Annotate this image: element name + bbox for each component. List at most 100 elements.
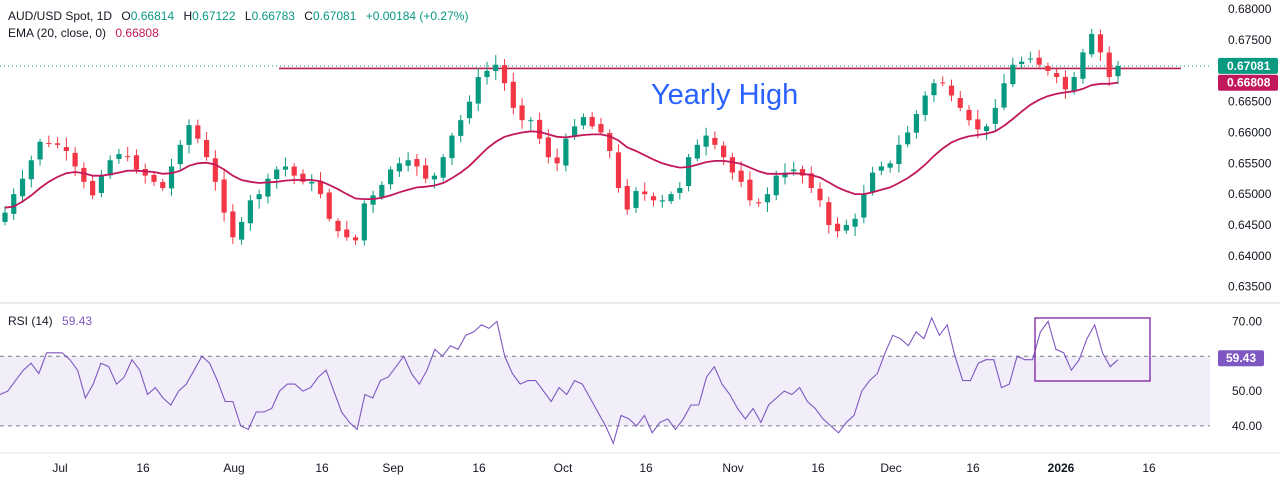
candle-body <box>1001 83 1007 108</box>
candle-body <box>703 135 709 147</box>
price-badge-label: 0.66808 <box>1227 76 1271 90</box>
candle-body <box>107 160 113 176</box>
candle-body <box>896 144 902 165</box>
candle-body <box>589 116 595 127</box>
candle-body <box>773 175 779 196</box>
candle-body <box>212 158 218 182</box>
candle-body <box>1097 34 1104 53</box>
candle-body <box>203 139 210 158</box>
candle-body <box>133 155 140 170</box>
candle-body <box>905 132 911 145</box>
candle-body <box>405 160 411 166</box>
price-tick-label: 0.65500 <box>1228 156 1272 170</box>
candle-body <box>274 169 280 180</box>
price-tick-label: 0.66500 <box>1228 95 1272 109</box>
rsi-label: RSI (14) <box>8 314 53 328</box>
candle-body <box>615 152 622 188</box>
candle-body <box>90 180 96 196</box>
rsi-pane: 70.00 50.00 40.00 59.43 <box>0 314 1264 445</box>
time-tick-label: 16 <box>1142 461 1156 475</box>
candle-body <box>922 95 928 115</box>
candle-body <box>186 125 192 145</box>
candle-body <box>388 169 394 185</box>
candle-body <box>466 101 473 119</box>
candle-body <box>931 83 937 96</box>
candle-body <box>63 147 69 151</box>
candle-body <box>28 160 34 180</box>
candle-body <box>642 191 648 195</box>
candle-body <box>309 181 315 184</box>
candle-body <box>177 144 183 165</box>
ema-value: 0.66808 <box>115 26 159 40</box>
rsi-legend: RSI (14) 59.43 <box>8 314 98 328</box>
candle-body <box>817 188 823 201</box>
high-value: H0.67122 <box>183 9 236 23</box>
candle-body <box>1036 57 1042 65</box>
candle-body <box>352 237 359 241</box>
time-tick-label: Sep <box>382 461 404 475</box>
candle-body <box>475 77 481 104</box>
candle-body <box>554 157 560 164</box>
candle-body <box>168 166 175 189</box>
close-value: C0.67081 <box>304 9 357 23</box>
candle-body <box>852 218 858 227</box>
candle-body <box>1080 52 1086 79</box>
price-tick-label: 0.68000 <box>1228 2 1272 16</box>
candle-body <box>1106 52 1112 78</box>
candle-body <box>1010 64 1016 85</box>
candle-body <box>519 105 525 121</box>
candle-body <box>677 187 683 193</box>
candle-body <box>282 166 289 170</box>
candle-body <box>668 194 674 202</box>
candle-body <box>510 81 516 108</box>
candle-body <box>151 174 157 182</box>
price-tick-label: 0.66000 <box>1228 126 1272 140</box>
candle-body <box>1054 73 1060 78</box>
candle-body <box>46 143 52 145</box>
candle-body <box>19 178 26 197</box>
candle-body <box>230 211 236 238</box>
candle-body <box>239 221 245 240</box>
rsi-badge <box>1218 350 1264 367</box>
candle-body <box>808 173 814 188</box>
candle-body <box>843 224 849 231</box>
candle-body <box>940 82 946 84</box>
ema-label: EMA (20, close, 0) <box>8 26 107 40</box>
candle-body <box>1018 61 1025 65</box>
price-badge-label: 0.67081 <box>1227 59 1271 73</box>
time-tick-label: 2026 <box>1048 461 1075 475</box>
candle-body <box>721 145 727 158</box>
time-tick-label: 16 <box>315 461 329 475</box>
candle-body <box>160 182 166 188</box>
ema-line <box>4 81 1119 209</box>
rsi-band <box>0 356 1210 426</box>
candle-body <box>650 196 657 201</box>
time-tick-label: Nov <box>722 461 743 475</box>
candle-body <box>659 200 665 202</box>
candle-body <box>834 223 841 232</box>
rsi-tick-label: 70.00 <box>1232 314 1262 328</box>
rsi-tick-label: 50.00 <box>1232 384 1262 398</box>
candle-body <box>694 144 700 159</box>
candle-body <box>685 157 692 187</box>
open-value: O0.66814 <box>121 9 175 23</box>
time-tick-label: 16 <box>811 461 825 475</box>
yearly-high-annotation: Yearly High <box>651 79 799 111</box>
candle-body <box>747 179 753 201</box>
price-legend: AUD/USD Spot, 1D O0.66814 H0.67122 L0.66… <box>8 9 474 23</box>
candle-body <box>1027 58 1033 60</box>
time-tick-label: Jul <box>52 461 67 475</box>
candle-body <box>501 65 508 84</box>
candle-body <box>826 202 832 225</box>
time-tick-label: Oct <box>554 461 573 475</box>
candle-body <box>361 203 367 241</box>
candle-body <box>379 184 385 198</box>
candle-body <box>256 194 262 200</box>
candle-body <box>992 107 998 124</box>
price-tick-label: 0.65000 <box>1228 187 1272 201</box>
price-tick-label: 0.63500 <box>1228 280 1272 294</box>
rsi-badge-label: 59.43 <box>1226 351 1256 365</box>
price-tick-label: 0.67500 <box>1228 33 1272 47</box>
candle-body <box>870 172 876 193</box>
candle-body <box>957 97 963 108</box>
